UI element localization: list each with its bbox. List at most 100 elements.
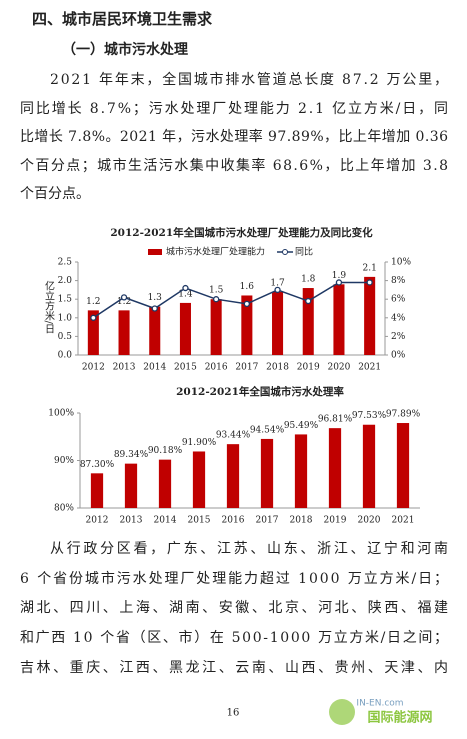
marker bbox=[151, 305, 158, 312]
bar bbox=[87, 310, 99, 355]
marker bbox=[243, 300, 251, 308]
x-tick-label: 2017 bbox=[235, 363, 258, 373]
chart-title: 2012-2021年全国城市污水处理率 bbox=[176, 385, 344, 398]
x-tick-label: 2018 bbox=[290, 516, 313, 526]
y-tick-label: 1.0 bbox=[58, 313, 73, 323]
paragraph-line: 2021 年年末，全国城市排水管道总长度 87.2 万公里， bbox=[50, 71, 448, 88]
watermark: 国际能源网 bbox=[367, 710, 432, 726]
bar bbox=[118, 310, 130, 355]
legend-swatch bbox=[148, 249, 162, 255]
bar bbox=[192, 451, 206, 508]
bar bbox=[362, 424, 376, 508]
bar bbox=[328, 428, 342, 508]
bar bbox=[396, 423, 410, 508]
marker bbox=[305, 297, 312, 305]
value-label: 1.6 bbox=[240, 282, 255, 292]
value-label: 96.81% bbox=[318, 415, 353, 425]
bar bbox=[179, 302, 191, 355]
x-tick-label: 2015 bbox=[174, 363, 197, 373]
value-label: 1.7 bbox=[270, 278, 285, 288]
y-tick-label: 2.0 bbox=[58, 276, 73, 286]
bar bbox=[210, 299, 222, 355]
y-tick-label: 0.0 bbox=[58, 351, 73, 361]
value-label: 1.2 bbox=[117, 297, 131, 307]
x-tick-label: 2016 bbox=[205, 363, 228, 373]
y-tick-label: 100% bbox=[48, 409, 74, 419]
marker bbox=[366, 279, 373, 286]
value-label: 97.53% bbox=[352, 411, 387, 421]
value-label: 1.9 bbox=[332, 271, 347, 281]
marker bbox=[212, 296, 220, 303]
page-number: 16 bbox=[227, 708, 240, 719]
marker bbox=[182, 284, 189, 292]
x-tick-label: 2020 bbox=[327, 363, 350, 373]
legend-label: 同比 bbox=[295, 246, 313, 258]
y2-tick-label: 2% bbox=[391, 332, 406, 342]
bar bbox=[226, 444, 240, 508]
value-label: 1.8 bbox=[301, 275, 316, 285]
subheading: （一）城市污水处理 bbox=[62, 41, 188, 58]
paragraph-line: 个百分点；城市生活污水集中收集率 68.6%，比上年增加 3.8 bbox=[20, 157, 448, 174]
heading: 四、城市居民环境卫生需求 bbox=[32, 10, 213, 28]
value-label: 87.30% bbox=[80, 460, 115, 470]
value-label: 91.90% bbox=[182, 438, 217, 448]
x-tick-label: 2013 bbox=[113, 363, 136, 373]
paragraph-line: 比增长 7.8%。2021 年，污水处理率 97.89%，比上年增加 0.36 bbox=[20, 128, 448, 145]
watermark-icon bbox=[329, 699, 355, 725]
x-tick-label: 2014 bbox=[143, 363, 166, 373]
value-label: 1.5 bbox=[209, 286, 224, 296]
x-tick-label: 2013 bbox=[120, 516, 143, 526]
paragraph-line: 个百分点。 bbox=[20, 186, 90, 202]
y-tick-label: 0.5 bbox=[58, 332, 73, 342]
bar bbox=[333, 284, 345, 355]
x-tick-label: 2012 bbox=[82, 363, 105, 373]
bar bbox=[241, 295, 253, 355]
marker bbox=[90, 314, 97, 321]
bar bbox=[149, 306, 161, 355]
x-tick-label: 2016 bbox=[222, 516, 245, 526]
legend-swatch bbox=[282, 249, 289, 255]
x-tick-label: 2014 bbox=[154, 516, 177, 526]
y2-tick-label: 4% bbox=[391, 313, 406, 323]
y2-tick-label: 8% bbox=[391, 276, 406, 286]
y-tick-label: 1.5 bbox=[58, 295, 73, 305]
x-tick-label: 2019 bbox=[324, 516, 347, 526]
x-tick-label: 2020 bbox=[358, 516, 381, 526]
x-tick-label: 2017 bbox=[256, 516, 279, 526]
legend-label: 城市污水处理厂处理能力 bbox=[166, 246, 265, 258]
x-tick-label: 2021 bbox=[358, 363, 381, 373]
value-label: 2.1 bbox=[362, 263, 376, 273]
chart-title: 2012-2021年全国城市污水处理厂处理能力及同比变化 bbox=[110, 226, 373, 239]
value-label: 1.4 bbox=[178, 289, 193, 299]
value-label: 93.44% bbox=[216, 431, 251, 441]
bar bbox=[302, 288, 314, 355]
x-tick-label: 2021 bbox=[392, 516, 415, 526]
value-label: 89.34% bbox=[114, 450, 149, 460]
bar bbox=[364, 276, 376, 355]
value-label: 90.18% bbox=[148, 446, 183, 456]
paragraph-line: 6 个省份城市污水处理厂处理能力超过 1000 万立方米/日； bbox=[20, 570, 448, 587]
y-tick-label: 90% bbox=[54, 456, 74, 466]
x-tick-label: 2019 bbox=[297, 363, 320, 373]
paragraph-line: 吉林、重庆、江西、黑龙江、云南、山西、贵州、天津、内 bbox=[20, 660, 448, 676]
y-tick-label: 80% bbox=[54, 504, 74, 514]
value-label: 1.2 bbox=[86, 297, 100, 307]
x-tick-label: 2018 bbox=[266, 363, 289, 373]
y2-tick-label: 6% bbox=[391, 295, 406, 305]
y-axis-label: 亿立方米/日 bbox=[43, 279, 55, 334]
bar bbox=[272, 291, 284, 355]
bar bbox=[124, 463, 138, 508]
value-label: 1.3 bbox=[148, 293, 163, 303]
watermark: IN-EN.com bbox=[356, 699, 403, 709]
marker bbox=[335, 279, 343, 286]
x-tick-label: 2012 bbox=[86, 516, 109, 526]
y2-tick-label: 0% bbox=[391, 351, 406, 361]
line bbox=[92, 281, 370, 319]
marker bbox=[120, 294, 128, 301]
paragraph-line: 同比增长 8.7%；污水处理厂处理能力 2.1 亿立方米/日，同 bbox=[20, 101, 448, 117]
bar bbox=[158, 459, 172, 508]
paragraph-line: 和广西 10 个省（区、市）在 500-1000 万立方米/日之间； bbox=[20, 629, 448, 646]
paragraph-line: 从行政分区看，广东、江苏、山东、浙江、辽宁和河南 bbox=[50, 540, 448, 557]
bar bbox=[294, 434, 308, 508]
